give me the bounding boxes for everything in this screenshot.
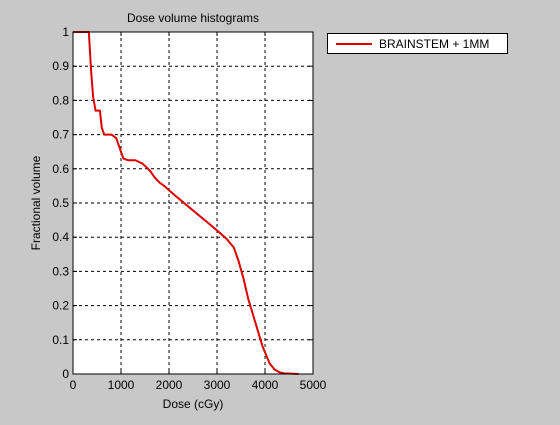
grid-lines — [73, 32, 313, 374]
x-tick-label: 1000 — [108, 378, 135, 392]
y-axis-label: Fractional volume — [29, 155, 43, 250]
y-tick-label: 0.1 — [52, 333, 69, 347]
x-axis-label: Dose (cGy) — [163, 397, 224, 411]
y-tick-label: 0.7 — [52, 128, 69, 142]
axis-ticks: 0 1000 2000 3000 4000 5000 0 0.1 0.2 0.3 0.4 0.5 0.6… — [52, 25, 326, 392]
legend-label: BRAINSTEM + 1MM — [379, 37, 490, 51]
y-tick-label: 0.2 — [52, 299, 69, 313]
y-tick-label: 0.6 — [52, 162, 69, 176]
x-tick-label: 3000 — [204, 378, 231, 392]
x-tick-label: 0 — [70, 378, 77, 392]
legend-swatch — [336, 43, 372, 45]
y-tick-label: 0.3 — [52, 264, 69, 278]
x-tick-label: 4000 — [252, 378, 279, 392]
y-tick-label: 0.5 — [52, 196, 69, 210]
y-tick-label: 0 — [62, 367, 69, 381]
chart-title: Dose volume histograms — [127, 11, 259, 25]
y-tick-label: 0.4 — [52, 230, 69, 244]
y-tick-label: 0.9 — [52, 59, 69, 73]
series-line-0 — [73, 31, 299, 375]
x-tick-label: 5000 — [300, 378, 327, 392]
x-tick-label: 2000 — [156, 378, 183, 392]
series-layer — [73, 31, 299, 375]
y-tick-label: 1 — [62, 25, 69, 39]
y-tick-label: 0.8 — [52, 93, 69, 107]
legend: BRAINSTEM + 1MM — [327, 33, 508, 54]
